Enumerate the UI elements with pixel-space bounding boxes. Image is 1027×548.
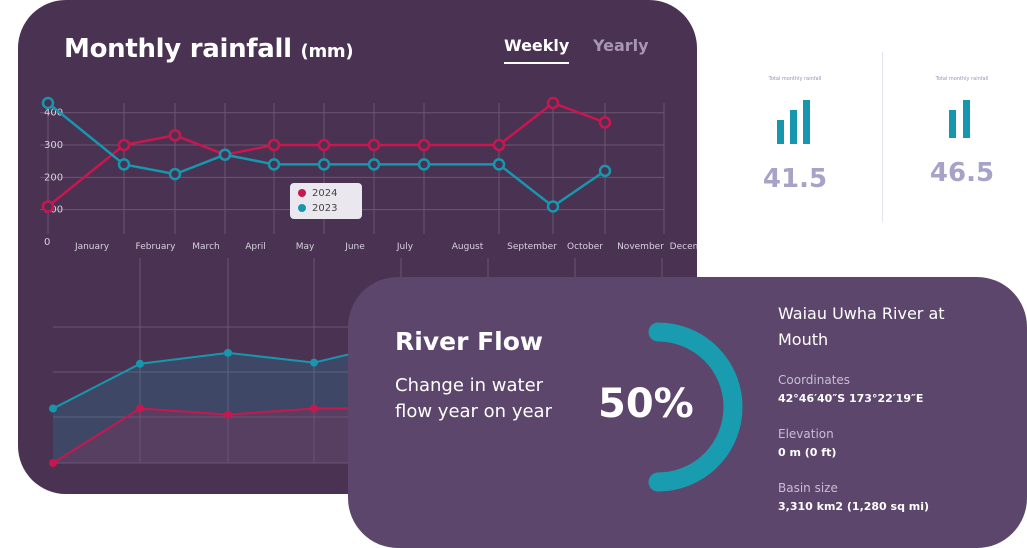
stat-card: Total monthly rainfall 41.5 [730,76,860,194]
river-flow-subtitle: Change in water flow year on year [395,375,552,422]
data-point-2024 [41,200,55,213]
data-point-2023 [267,158,281,171]
x-tick-label: July [396,242,414,252]
river-flow-title: River Flow [395,327,544,356]
data-point-2024 [546,96,560,110]
x-tick-label: November [617,242,664,252]
area-point-teal [136,359,144,368]
data-point-2023 [492,158,506,171]
stat-value: 46.5 [929,158,995,188]
flow-percent: 50% [598,381,694,427]
basin-value: 3,310 km2 (1,280 sq mi) [778,500,930,513]
area-point-pink [136,404,144,413]
stat-label: Total monthly rainfall [768,76,822,82]
y-tick-label: 300 [44,140,63,151]
flow-gauge [648,322,743,492]
basin-label: Basin size [778,481,838,495]
area-point-pink [49,459,57,467]
data-point-2024 [117,138,131,152]
x-tick-label: February [136,242,177,252]
y-tick-label: 100 [44,205,63,216]
gauge-arc [648,322,743,492]
data-point-2023 [598,164,612,178]
data-point-2024 [417,138,431,152]
rainfall-line-chart: 0 100 200 300 400 January February March April Ma… [40,96,697,252]
data-point-2024 [317,138,331,152]
bar-chart-icon [897,100,1027,138]
data-point-2023 [117,158,131,171]
area-point-pink [310,404,318,413]
river-name: Waiau Uwha River at Mouth [778,304,945,349]
area-point-pink [224,410,232,419]
area-fill-teal [53,342,401,463]
stat-label: Total monthly rainfall [935,76,989,82]
legend-item-2023: 2023 [298,203,337,214]
elevation-label: Elevation [778,427,834,441]
data-point-2024 [367,138,381,152]
x-tick-label: September [507,242,557,252]
stat-value: 41.5 [762,164,828,194]
x-tick-label: May [296,242,315,252]
data-point-2023 [218,148,232,161]
data-point-2023 [168,167,182,181]
bar-chart-icon [730,100,860,144]
elevation-value: 0 m (0 ft) [778,446,837,459]
chart-legend: 2024 2023 [290,183,362,219]
area-point-teal [49,404,57,413]
y-tick-label: 200 [44,172,63,183]
data-point-2023 [41,96,55,110]
legend-dot [298,204,306,212]
data-point-2023 [317,158,331,171]
area-fill-pink [53,408,401,463]
x-tick-label: December [670,242,697,252]
data-point-2023 [367,158,381,171]
data-point-2023 [417,158,431,171]
x-tick-label: January [74,242,110,252]
river-flow-card: River Flow Change in water flow year on … [348,277,1027,548]
area-point-teal [310,358,318,367]
x-tick-label: April [245,242,266,252]
data-point-2024 [168,129,182,142]
rainfall-title-unit: (mm) [300,41,354,62]
y-tick-label: 400 [44,108,63,119]
y-tick-label: 0 [44,237,50,248]
legend-item-2024: 2024 [298,188,337,199]
x-tick-label: August [452,242,484,252]
tab-yearly[interactable]: Yearly [593,36,649,55]
x-tick-label: June [344,242,365,252]
x-tick-label: March [192,242,219,252]
coordinates-value: 42°46′40″S 173°22′19″E [778,392,924,405]
data-point-2024 [598,116,612,129]
stat-card: Total monthly rainfall 46.5 [897,76,1027,188]
legend-dot [298,189,306,197]
coordinates-label: Coordinates [778,373,851,387]
stat-divider [882,52,883,222]
data-point-2024 [492,138,506,152]
x-tick-label: October [567,242,603,252]
data-point-2023 [546,200,560,213]
area-point-teal [224,348,232,357]
data-point-2024 [267,138,281,152]
rainfall-title: Monthly rainfall (mm) [64,34,354,64]
tab-weekly[interactable]: Weekly [504,36,570,64]
